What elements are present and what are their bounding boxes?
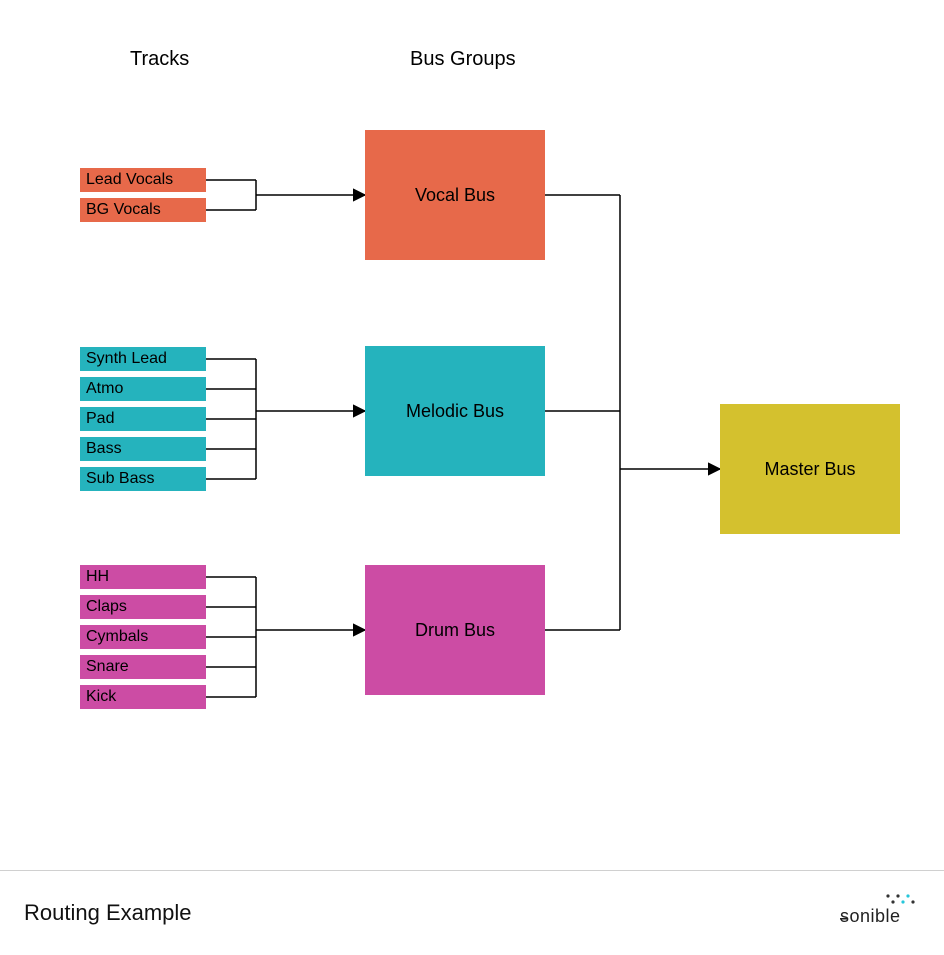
track-label: Atmo bbox=[86, 380, 123, 398]
track-label: Sub Bass bbox=[86, 470, 154, 488]
track-box-drum-1: Claps bbox=[80, 595, 206, 619]
brand-logo: sonible bbox=[840, 892, 920, 931]
bus-box-vocal: Vocal Bus bbox=[365, 130, 545, 260]
master-bus-box: Master Bus bbox=[720, 404, 900, 534]
track-box-melodic-2: Pad bbox=[80, 407, 206, 431]
diagram-caption: Routing Example bbox=[24, 900, 192, 926]
master-bus-label: Master Bus bbox=[764, 459, 855, 480]
bus-label: Melodic Bus bbox=[406, 401, 504, 422]
track-box-melodic-0: Synth Lead bbox=[80, 347, 206, 371]
track-box-drum-4: Kick bbox=[80, 685, 206, 709]
track-box-melodic-1: Atmo bbox=[80, 377, 206, 401]
track-label: Cymbals bbox=[86, 628, 148, 646]
bus-label: Vocal Bus bbox=[415, 185, 495, 206]
track-box-melodic-3: Bass bbox=[80, 437, 206, 461]
track-box-drum-3: Snare bbox=[80, 655, 206, 679]
bus-box-drum: Drum Bus bbox=[365, 565, 545, 695]
track-label: Lead Vocals bbox=[86, 171, 173, 189]
track-label: Bass bbox=[86, 440, 122, 458]
track-box-vocal-0: Lead Vocals bbox=[80, 168, 206, 192]
track-label: Pad bbox=[86, 410, 114, 428]
track-box-melodic-4: Sub Bass bbox=[80, 467, 206, 491]
track-box-drum-0: HH bbox=[80, 565, 206, 589]
track-label: Claps bbox=[86, 598, 127, 616]
bus-box-melodic: Melodic Bus bbox=[365, 346, 545, 476]
track-label: Synth Lead bbox=[86, 350, 167, 368]
track-box-drum-2: Cymbals bbox=[80, 625, 206, 649]
track-label: Snare bbox=[86, 658, 129, 676]
track-label: Kick bbox=[86, 688, 116, 706]
track-label: HH bbox=[86, 568, 109, 586]
bus-label: Drum Bus bbox=[415, 620, 495, 641]
svg-text:sonible: sonible bbox=[840, 906, 901, 926]
track-box-vocal-1: BG Vocals bbox=[80, 198, 206, 222]
footer-rule bbox=[0, 870, 944, 871]
track-label: BG Vocals bbox=[86, 201, 161, 219]
